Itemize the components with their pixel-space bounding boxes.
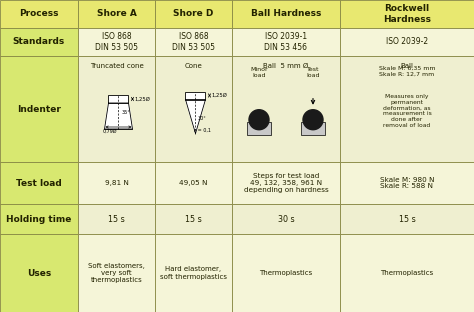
Text: Shore D: Shore D xyxy=(173,9,214,18)
Text: Minor
load: Minor load xyxy=(250,67,268,78)
Bar xyxy=(232,234,340,312)
Bar xyxy=(340,234,474,312)
Text: Skale M: 980 N
Skale R: 588 N: Skale M: 980 N Skale R: 588 N xyxy=(380,177,434,189)
Text: 30 s: 30 s xyxy=(278,215,294,223)
Bar xyxy=(155,56,232,162)
Text: Thermoplastics: Thermoplastics xyxy=(259,270,313,276)
Bar xyxy=(155,162,232,204)
Text: Test load: Test load xyxy=(16,178,62,188)
Text: ISO 2039-1
DIN 53 456: ISO 2039-1 DIN 53 456 xyxy=(264,32,308,52)
Circle shape xyxy=(303,110,323,130)
Bar xyxy=(109,95,128,103)
Bar xyxy=(340,28,474,56)
Text: 15 s: 15 s xyxy=(399,215,415,223)
Bar xyxy=(232,56,340,162)
Polygon shape xyxy=(104,103,133,129)
Text: Shore A: Shore A xyxy=(97,9,137,18)
Text: Skale M: 6,35 mm
Skale R: 12,7 mm: Skale M: 6,35 mm Skale R: 12,7 mm xyxy=(379,66,435,77)
Text: r = 0,1: r = 0,1 xyxy=(194,128,211,133)
Text: Hard elastomer,
soft thermoplastics: Hard elastomer, soft thermoplastics xyxy=(160,266,227,280)
Text: 9,81 N: 9,81 N xyxy=(105,180,128,186)
Bar xyxy=(0,0,78,28)
Bar xyxy=(301,122,325,135)
Text: Indenter: Indenter xyxy=(17,105,61,114)
Text: Ball: Ball xyxy=(401,63,413,69)
Text: Truncated cone: Truncated cone xyxy=(90,63,143,69)
Bar xyxy=(0,56,78,162)
Bar xyxy=(0,204,78,234)
Bar xyxy=(247,122,271,135)
Bar xyxy=(78,56,155,162)
Text: Steps for test load
49, 132, 358, 961 N
depending on hardness: Steps for test load 49, 132, 358, 961 N … xyxy=(244,173,328,193)
Text: 1,25Ø: 1,25Ø xyxy=(211,93,227,98)
Bar xyxy=(78,162,155,204)
Bar xyxy=(340,204,474,234)
Text: Uses: Uses xyxy=(27,269,51,277)
Text: 35°: 35° xyxy=(121,110,130,115)
Text: Ball  5 mm Ø: Ball 5 mm Ø xyxy=(264,63,309,69)
Bar xyxy=(155,234,232,312)
Bar xyxy=(232,162,340,204)
Bar xyxy=(340,0,474,28)
Text: ISO 2039-2: ISO 2039-2 xyxy=(386,37,428,46)
Bar xyxy=(232,204,340,234)
Text: ISO 868
DIN 53 505: ISO 868 DIN 53 505 xyxy=(172,32,215,52)
Text: Rockwell
Hardness: Rockwell Hardness xyxy=(383,4,431,24)
Text: Cone: Cone xyxy=(185,63,202,69)
Text: Holding time: Holding time xyxy=(6,215,72,223)
Bar xyxy=(340,162,474,204)
Bar xyxy=(155,0,232,28)
Text: Test
load: Test load xyxy=(306,67,320,78)
Bar xyxy=(232,0,340,28)
Text: 15 s: 15 s xyxy=(185,215,202,223)
Bar xyxy=(232,28,340,56)
Text: Ball Hardness: Ball Hardness xyxy=(251,9,321,18)
Text: ISO 868
DIN 53 505: ISO 868 DIN 53 505 xyxy=(95,32,138,52)
Bar xyxy=(78,234,155,312)
Bar xyxy=(78,204,155,234)
Circle shape xyxy=(249,110,269,130)
Polygon shape xyxy=(185,100,206,134)
Bar xyxy=(155,204,232,234)
Text: Soft elastomers,
very soft
thermoplastics: Soft elastomers, very soft thermoplastic… xyxy=(88,263,145,283)
Text: 0,79Ø: 0,79Ø xyxy=(102,129,117,134)
Text: Standards: Standards xyxy=(13,37,65,46)
Text: 15 s: 15 s xyxy=(108,215,125,223)
Bar xyxy=(78,28,155,56)
Bar xyxy=(0,234,78,312)
Text: 1,25Ø: 1,25Ø xyxy=(135,96,150,101)
Text: 30°: 30° xyxy=(198,115,206,120)
Bar xyxy=(0,28,78,56)
Text: Measures only
permanent
deformation, as
measurement is
done after
removal of loa: Measures only permanent deformation, as … xyxy=(383,94,431,128)
Text: Thermoplastics: Thermoplastics xyxy=(380,270,434,276)
Bar xyxy=(185,91,206,100)
Bar xyxy=(78,0,155,28)
Text: 49,05 N: 49,05 N xyxy=(179,180,208,186)
Bar xyxy=(155,28,232,56)
Bar xyxy=(0,162,78,204)
Bar xyxy=(340,56,474,162)
Text: Process: Process xyxy=(19,9,59,18)
